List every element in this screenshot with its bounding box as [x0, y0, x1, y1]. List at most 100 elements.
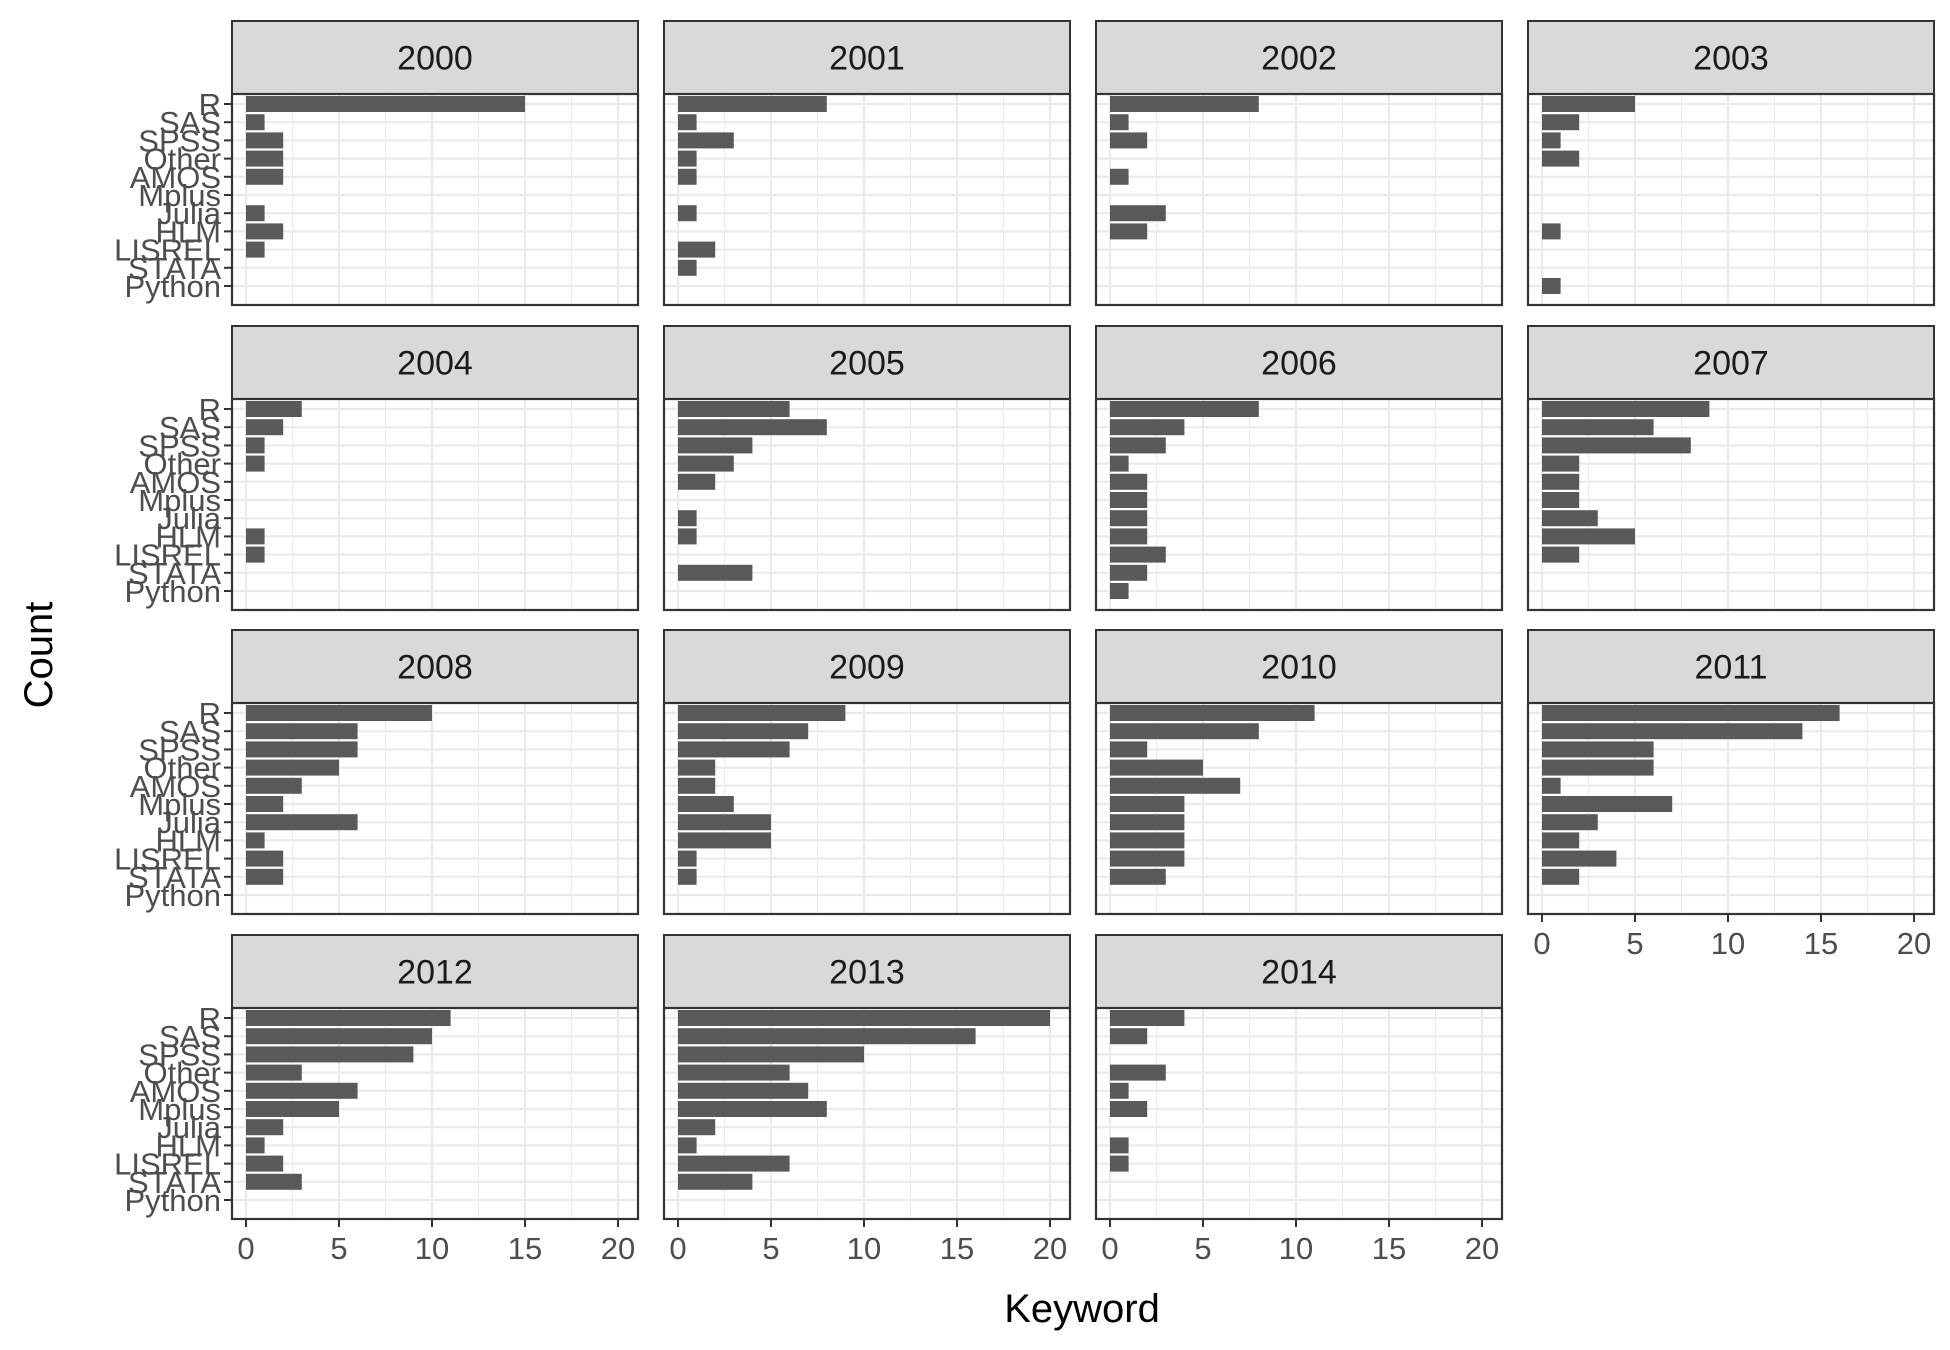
y-tick-label: Python	[124, 878, 221, 913]
panel-body: 0 5 10 15 20	[662, 1006, 1072, 1266]
panel-border	[1094, 92, 1504, 307]
panel-border	[230, 397, 640, 612]
bar-STATA	[246, 868, 284, 885]
x-tick-label: 0	[669, 1231, 686, 1266]
bar-LISREL	[246, 850, 284, 867]
panel-body: RSASSPSSOtherAMOSMplusJuliaHLMLISRELSTAT…	[114, 392, 640, 612]
bar-Other	[246, 759, 339, 776]
bar-R	[246, 96, 525, 112]
panel-border	[230, 92, 640, 307]
bar-HLM	[678, 528, 697, 545]
bar-Mplus	[246, 1101, 339, 1117]
bar-Other	[246, 150, 284, 167]
bar-STATA	[1542, 868, 1580, 885]
facet-strip-label: 2000	[397, 40, 473, 78]
y-tick-label: STATA	[128, 860, 221, 895]
bar-SAS	[1110, 419, 1185, 436]
panel-body: 0 5 10 15 20	[1526, 701, 1936, 961]
facet-strip	[663, 629, 1071, 704]
bar-SPSS	[246, 437, 265, 454]
bar-Other	[678, 150, 697, 167]
bar-SPSS	[246, 1046, 414, 1063]
facet-strip	[1095, 325, 1503, 400]
bar-R	[246, 1010, 451, 1026]
panel-background	[232, 94, 638, 305]
y-tick-label: LISREL	[114, 233, 221, 268]
bar-SPSS	[1542, 132, 1561, 149]
x-tick-label: 20	[601, 1231, 635, 1266]
bar-SPSS	[678, 437, 753, 454]
y-tick-label: AMOS	[130, 769, 221, 804]
facet-panel-2014: 2014 0 5 10 15 20	[1094, 934, 1504, 1266]
bar-HLM	[1110, 832, 1185, 849]
panel-body	[1094, 701, 1504, 916]
x-axis-title: Keyword	[1004, 1287, 1160, 1331]
bar-Julia	[246, 1119, 284, 1136]
facet-panel-2006: 2006	[1094, 325, 1504, 612]
bar-HLM	[1542, 528, 1635, 545]
facet-strip-label: 2009	[829, 649, 905, 687]
bar-Mplus	[678, 1101, 827, 1117]
bar-Python	[1110, 583, 1129, 599]
bar-AMOS	[246, 168, 284, 185]
bar-Other	[1110, 455, 1129, 472]
x-tick-label: 5	[1194, 1231, 1211, 1266]
bar-SAS	[1110, 723, 1259, 740]
bar-SAS	[1110, 114, 1129, 131]
bar-R	[1542, 705, 1840, 721]
bar-SAS	[246, 1028, 432, 1045]
y-tick-label: Mplus	[138, 483, 221, 518]
panel-background	[1096, 94, 1502, 305]
panel-border	[1094, 701, 1504, 916]
bar-HLM	[246, 528, 265, 545]
bar-SAS	[678, 723, 809, 740]
bar-STATA	[678, 868, 697, 885]
facet-strip-label: 2008	[397, 649, 473, 687]
bar-Julia	[1110, 814, 1185, 831]
x-tick-label: 20	[1897, 926, 1931, 961]
bar-Mplus	[246, 796, 284, 812]
facet-strip	[1527, 20, 1935, 95]
y-tick-label: HLM	[156, 1128, 221, 1163]
bar-AMOS	[246, 1082, 358, 1099]
bar-HLM	[246, 223, 284, 240]
bar-SPSS	[678, 132, 734, 149]
y-tick-label: Mplus	[138, 1092, 221, 1127]
x-tick-label: 5	[1626, 926, 1643, 961]
bar-STATA	[678, 1173, 753, 1190]
bar-SAS	[246, 419, 284, 436]
facet-strip-label: 2005	[829, 345, 905, 383]
bar-LISREL	[246, 1155, 284, 1172]
bar-LISREL	[1110, 850, 1185, 867]
panel-border	[662, 701, 1072, 916]
bar-Julia	[1110, 205, 1166, 222]
bar-AMOS	[1542, 777, 1561, 794]
bar-Julia	[1542, 814, 1598, 831]
bar-LISREL	[246, 546, 265, 563]
facet-panel-2012: 2012 RSASSPSSOtherAMOSMplusJuliaHLMLISREL…	[114, 934, 640, 1266]
x-tick-label: 5	[330, 1231, 347, 1266]
facet-panel-2011: 2011 0 5 10 15 20	[1526, 629, 1936, 961]
bar-R	[1110, 705, 1315, 721]
panel-border	[1094, 1006, 1504, 1221]
y-tick-label: Mplus	[138, 178, 221, 213]
facet-strip	[1095, 629, 1503, 704]
y-tick-label: Python	[124, 269, 221, 304]
panel-body	[1526, 397, 1936, 612]
y-tick-label: AMOS	[130, 160, 221, 195]
panels-layer: 2000RSASSPSSOtherAMOSMplusJuliaHLMLISREL…	[114, 20, 1936, 1266]
y-tick-label: STATA	[128, 251, 221, 286]
facet-panel-2005: 2005	[662, 325, 1072, 612]
bar-HLM	[678, 832, 771, 849]
bar-Julia	[678, 510, 697, 527]
bar-Mplus	[1110, 796, 1185, 812]
x-tick-label: 0	[237, 1231, 254, 1266]
bar-SPSS	[1110, 132, 1148, 149]
facet-strip-label: 2004	[397, 345, 473, 383]
facet-panel-2004: 2004 RSASSPSSOtherAMOSMplusJuliaHLMLISREL…	[114, 325, 640, 612]
bar-Other	[246, 455, 265, 472]
y-tick-label: SPSS	[138, 123, 221, 158]
x-tick-label: 15	[508, 1231, 542, 1266]
x-tick-label: 15	[940, 1231, 974, 1266]
panel-body	[1094, 397, 1504, 612]
